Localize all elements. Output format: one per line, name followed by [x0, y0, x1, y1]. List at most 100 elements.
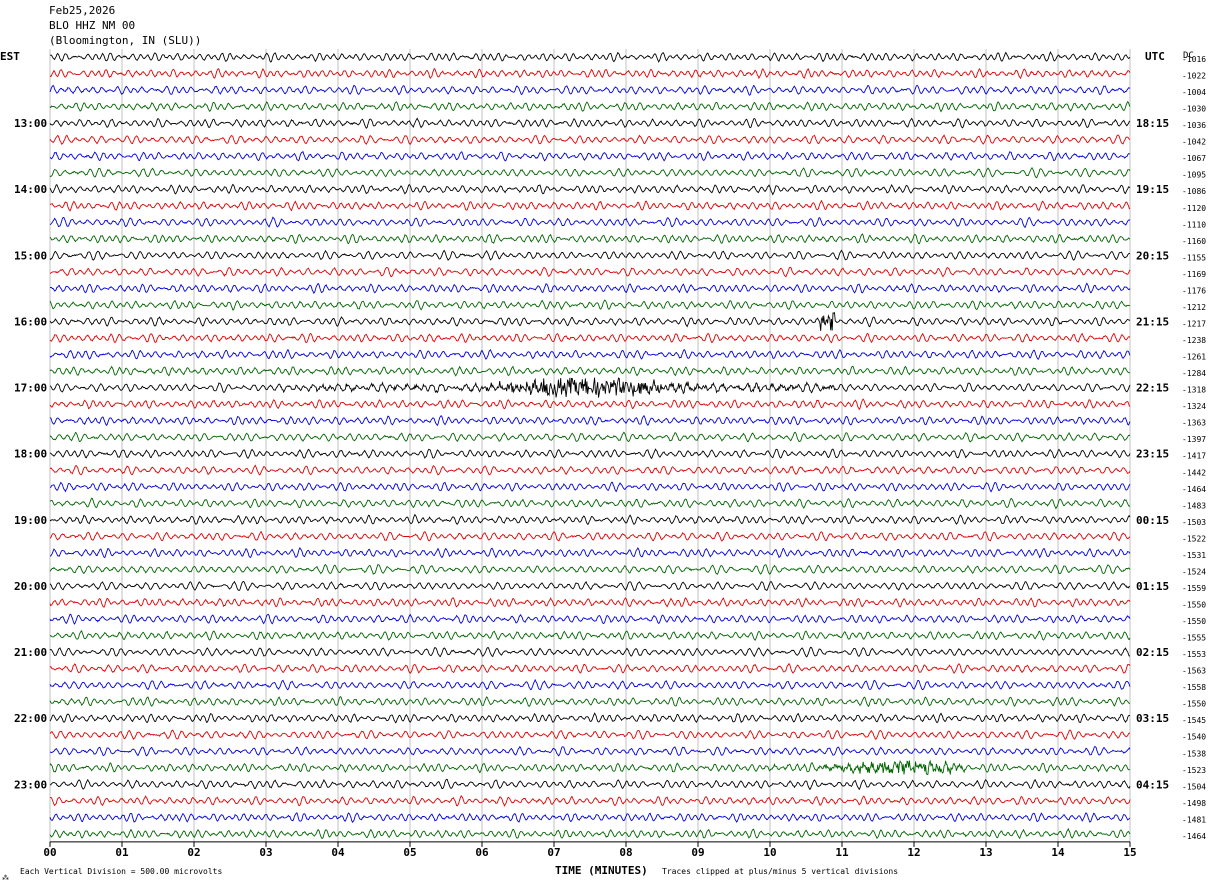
dc-offset-label: -1169	[1182, 270, 1206, 279]
trace-line	[49, 84, 1131, 96]
left-hour-label: 18:00	[14, 448, 47, 461]
x-tick-label: 01	[115, 846, 129, 859]
dc-offset-label: -1016	[1182, 55, 1206, 64]
trace-line	[49, 117, 1131, 129]
trace-line	[49, 662, 1131, 675]
trace-line	[49, 299, 1131, 311]
dc-offset-label: -1498	[1182, 799, 1206, 808]
dc-offset-label: -1042	[1182, 138, 1206, 147]
header-station: BLO HHZ NM 00	[49, 19, 136, 32]
right-hour-label: 20:15	[1136, 249, 1169, 262]
dc-offset-label: -1464	[1182, 485, 1206, 494]
x-tick-label: 08	[619, 846, 632, 859]
trace-line	[49, 580, 1131, 592]
x-tick-label: 04	[331, 846, 345, 859]
dc-offset-label: -1417	[1182, 452, 1206, 461]
trace-line	[49, 597, 1131, 608]
dc-offset-label: -1481	[1182, 815, 1206, 824]
dc-offset-label: -1558	[1182, 683, 1206, 692]
right-hour-label: 00:15	[1136, 514, 1169, 527]
trace-line	[49, 199, 1131, 212]
left-hour-label: 15:00	[14, 249, 47, 262]
dc-offset-label: -1086	[1182, 187, 1206, 196]
dc-offset-label: -1553	[1182, 650, 1206, 659]
left-hour-label: 16:00	[14, 315, 47, 328]
x-tick-label: 14	[1051, 846, 1065, 859]
trace-line	[49, 431, 1131, 443]
dc-offset-label: -1540	[1182, 733, 1206, 742]
dc-offset-label: -1545	[1182, 716, 1206, 725]
dc-offset-label: -1538	[1182, 749, 1206, 758]
x-axis-label: TIME (MINUTES)	[555, 864, 648, 877]
corner-mark-icon: ⁂	[2, 874, 9, 882]
trace-line	[49, 365, 1131, 377]
x-tick-label: 07	[547, 846, 560, 859]
dc-offset-label: -1067	[1182, 154, 1206, 163]
trace-line	[49, 348, 1131, 361]
trace-line	[49, 183, 1131, 196]
dc-offset-label: -1030	[1182, 105, 1206, 114]
dc-offset-label: -1550	[1182, 700, 1206, 709]
left-timezone: EST	[0, 50, 20, 63]
left-hour-label: 21:00	[14, 646, 47, 659]
x-tick-label: 10	[763, 846, 776, 859]
trace-line	[49, 530, 1131, 542]
x-tick-labels: 00 01 02 03 04 05 06 07 08 09 10 11 12 13 14 15	[43, 841, 1137, 859]
right-hour-label: 22:15	[1136, 382, 1169, 395]
dc-offset-label: -1555	[1182, 634, 1206, 643]
dc-offset-label: -1110	[1182, 220, 1206, 229]
dc-offset-label: -1155	[1182, 253, 1206, 262]
right-hour-label: 04:15	[1136, 778, 1169, 791]
x-tick-label: 13	[979, 846, 992, 859]
trace-line	[49, 563, 1131, 576]
trace-line	[49, 547, 1131, 559]
dc-offset-label: -1550	[1182, 617, 1206, 626]
trace-line	[49, 332, 1131, 344]
trace-line	[49, 513, 1131, 525]
dc-offset-label: -1022	[1182, 72, 1206, 81]
dc-offset-label: -1559	[1182, 584, 1206, 593]
x-tick-label: 02	[187, 846, 200, 859]
left-time-labels: 13:00 14:00 15:00 16:00 17:00 18:00 19:00 20:00…	[14, 117, 47, 791]
trace-line	[49, 778, 1131, 791]
left-hour-label: 19:00	[14, 514, 47, 527]
trace-line	[49, 812, 1131, 824]
dc-offset-label: -1504	[1182, 782, 1206, 791]
trace-line	[49, 464, 1131, 476]
right-hour-label: 18:15	[1136, 117, 1169, 130]
dc-offset-label: -1483	[1182, 501, 1206, 510]
trace-line	[49, 100, 1131, 113]
seismic-traces	[49, 50, 1131, 840]
dc-offset-label: -1284	[1182, 369, 1206, 378]
trace-line	[49, 481, 1131, 493]
right-hour-label: 21:15	[1136, 315, 1169, 328]
trace-line	[49, 67, 1131, 80]
trace-line	[49, 134, 1131, 146]
dc-offset-label: -1550	[1182, 600, 1206, 609]
dc-offset-label: -1563	[1182, 667, 1206, 676]
trace-line	[49, 646, 1131, 658]
left-hour-label: 22:00	[14, 712, 47, 725]
dc-offset-label: -1523	[1182, 766, 1206, 775]
dc-offset-label: -1261	[1182, 353, 1206, 362]
clip-note: Traces clipped at plus/minus 5 vertical …	[662, 867, 898, 876]
dc-offset-label: -1176	[1182, 286, 1206, 295]
time-grid	[49, 49, 1131, 843]
dc-offset-label: -1095	[1182, 171, 1206, 180]
dc-offset-label: -1503	[1182, 518, 1206, 527]
dc-offset-label: -1531	[1182, 551, 1206, 560]
trace-line	[49, 166, 1131, 179]
x-tick-label: 15	[1123, 846, 1136, 859]
trace-line	[49, 249, 1131, 261]
trace-line	[49, 613, 1131, 625]
dc-offset-label: -1036	[1182, 121, 1206, 130]
trace-line	[49, 266, 1131, 278]
dc-offset-label: -1522	[1182, 534, 1206, 543]
trace-line	[49, 311, 1131, 331]
left-hour-label: 14:00	[14, 183, 47, 196]
trace-line	[49, 745, 1131, 757]
trace-line	[49, 398, 1131, 411]
right-hour-label: 23:15	[1136, 448, 1169, 461]
dc-offset-label: -1397	[1182, 435, 1206, 444]
